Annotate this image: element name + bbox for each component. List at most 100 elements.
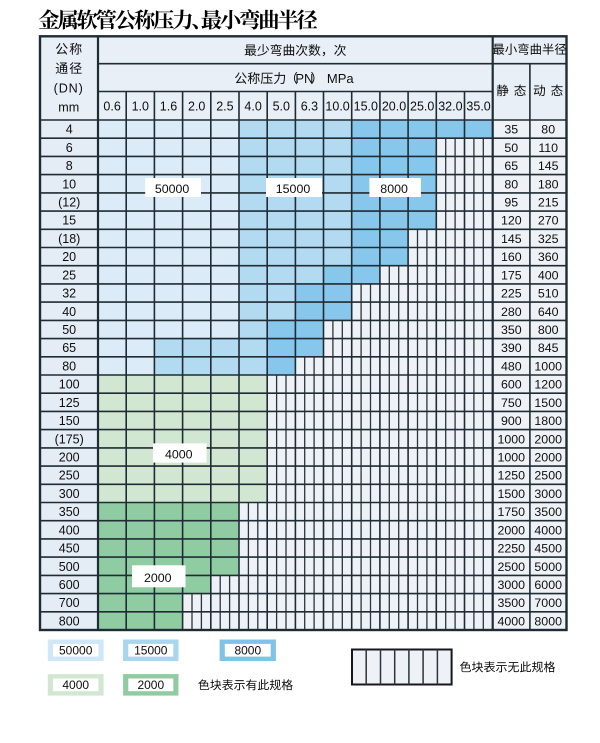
svg-text:100: 100	[59, 378, 80, 392]
svg-text:280: 280	[501, 305, 522, 319]
svg-text:640: 640	[538, 305, 559, 319]
svg-text:4000: 4000	[165, 448, 193, 462]
svg-text:2.5: 2.5	[216, 99, 233, 113]
svg-text:400: 400	[538, 268, 559, 282]
svg-text:600: 600	[59, 578, 80, 592]
svg-text:1500: 1500	[534, 396, 562, 410]
svg-text:40: 40	[62, 305, 76, 319]
svg-text:(18): (18)	[58, 232, 80, 246]
svg-text:1.6: 1.6	[160, 99, 177, 113]
svg-text:4000: 4000	[62, 678, 89, 692]
svg-text:15.0: 15.0	[354, 99, 378, 113]
svg-text:510: 510	[538, 287, 559, 301]
svg-text:8000: 8000	[380, 182, 408, 196]
svg-text:400: 400	[59, 523, 80, 537]
svg-text:2250: 2250	[498, 542, 526, 556]
svg-text:110: 110	[538, 141, 558, 155]
svg-text:50000: 50000	[155, 182, 190, 196]
svg-text:4: 4	[66, 123, 73, 137]
svg-text:35: 35	[504, 123, 518, 137]
svg-text:160: 160	[501, 250, 522, 264]
svg-text:6: 6	[66, 141, 73, 155]
svg-text:2000: 2000	[144, 571, 172, 585]
svg-text:(175): (175)	[55, 432, 84, 446]
svg-text:200: 200	[59, 451, 80, 465]
svg-text:1.0: 1.0	[132, 99, 149, 113]
svg-text:(DN): (DN)	[54, 82, 84, 96]
svg-text:95: 95	[504, 195, 518, 209]
svg-text:25: 25	[62, 268, 76, 282]
svg-text:300: 300	[59, 487, 80, 501]
svg-text:4500: 4500	[534, 542, 562, 556]
svg-text:15000: 15000	[276, 182, 311, 196]
svg-text:1000: 1000	[534, 359, 562, 373]
svg-text:4.0: 4.0	[244, 99, 261, 113]
svg-text:390: 390	[501, 341, 522, 355]
svg-text:750: 750	[501, 396, 522, 410]
svg-text:(12): (12)	[58, 196, 80, 210]
svg-text:32.0: 32.0	[438, 99, 462, 113]
svg-text:215: 215	[538, 195, 559, 209]
svg-text:150: 150	[59, 414, 80, 428]
svg-text:25.0: 25.0	[410, 99, 434, 113]
svg-text:350: 350	[59, 505, 80, 519]
svg-text:480: 480	[501, 359, 522, 373]
svg-text:8: 8	[66, 159, 73, 173]
svg-text:600: 600	[501, 378, 522, 392]
svg-text:10.0: 10.0	[325, 99, 349, 113]
svg-text:1750: 1750	[498, 505, 526, 519]
svg-text:145: 145	[501, 232, 522, 246]
svg-text:175: 175	[501, 268, 522, 282]
svg-text:270: 270	[538, 214, 559, 228]
svg-text:0.6: 0.6	[103, 99, 120, 113]
svg-text:32: 32	[62, 287, 76, 301]
svg-text:125: 125	[59, 396, 80, 410]
svg-text:8000: 8000	[234, 644, 261, 658]
svg-text:PN: PN	[295, 71, 313, 86]
svg-text:5.0: 5.0	[273, 99, 290, 113]
svg-text:80: 80	[62, 359, 76, 373]
svg-text:350: 350	[501, 323, 522, 337]
svg-text:65: 65	[504, 159, 518, 173]
svg-text:3000: 3000	[498, 578, 526, 592]
svg-text:50000: 50000	[59, 644, 93, 658]
svg-text:3500: 3500	[498, 596, 526, 610]
svg-text:120: 120	[501, 214, 522, 228]
svg-text:2500: 2500	[498, 560, 526, 574]
svg-text:325: 325	[538, 232, 559, 246]
svg-text:145: 145	[538, 159, 559, 173]
svg-text:4000: 4000	[498, 614, 526, 628]
svg-text:50: 50	[62, 323, 76, 337]
svg-text:5000: 5000	[534, 560, 562, 574]
svg-text:80: 80	[541, 123, 555, 137]
svg-text:2.0: 2.0	[188, 99, 205, 113]
svg-text:225: 225	[501, 287, 522, 301]
svg-text:3500: 3500	[534, 505, 562, 519]
svg-text:20.0: 20.0	[382, 99, 406, 113]
svg-text:2000: 2000	[498, 523, 526, 537]
svg-text:65: 65	[62, 341, 76, 355]
svg-text:mm: mm	[58, 101, 79, 115]
svg-text:800: 800	[538, 323, 559, 337]
svg-text:6000: 6000	[534, 578, 562, 592]
svg-text:4000: 4000	[534, 523, 562, 537]
svg-text:845: 845	[538, 341, 559, 355]
svg-text:1250: 1250	[498, 469, 526, 483]
svg-text:1200: 1200	[534, 378, 562, 392]
svg-text:360: 360	[538, 250, 559, 264]
svg-text:3000: 3000	[534, 487, 562, 501]
svg-text:35.0: 35.0	[466, 99, 490, 113]
svg-text:2000: 2000	[534, 432, 562, 446]
svg-text:900: 900	[501, 414, 522, 428]
svg-text:80: 80	[504, 177, 518, 191]
svg-text:50: 50	[504, 141, 518, 155]
svg-text:1500: 1500	[498, 487, 526, 501]
svg-text:500: 500	[59, 560, 80, 574]
svg-text:8000: 8000	[534, 614, 562, 628]
svg-text:800: 800	[59, 614, 80, 628]
svg-text:700: 700	[59, 596, 80, 610]
svg-text:1000: 1000	[498, 450, 526, 464]
svg-text:MPa: MPa	[327, 71, 355, 86]
svg-text:20: 20	[62, 250, 76, 264]
svg-text:7000: 7000	[534, 596, 562, 610]
